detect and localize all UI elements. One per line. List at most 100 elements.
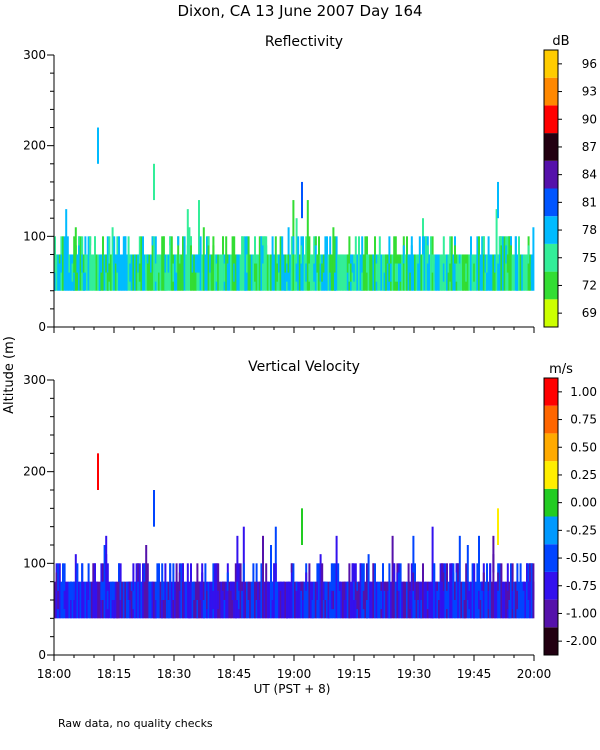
echo-column — [68, 581, 71, 619]
colorbar-swatch — [544, 627, 558, 655]
echo-fleck — [137, 254, 140, 273]
echo-column — [310, 581, 312, 619]
echo-fleck — [449, 263, 452, 282]
echo-column — [124, 236, 127, 291]
echo-column — [289, 254, 292, 291]
echo-column — [129, 581, 132, 619]
echo-column — [177, 581, 180, 619]
echo-column — [140, 236, 143, 291]
echo-fleck — [305, 572, 308, 591]
echo-column — [68, 254, 71, 291]
echo-column — [207, 236, 210, 291]
echo-column — [502, 581, 504, 619]
echo-column — [287, 581, 290, 619]
echo-fleck — [338, 581, 341, 591]
colorbar-swatch — [544, 461, 558, 489]
echo-fleck — [73, 581, 76, 600]
echo-fleck — [154, 600, 157, 619]
echo-column — [169, 236, 172, 291]
echo-column — [209, 581, 212, 619]
echo-fleck — [327, 600, 330, 619]
echo-fleck — [372, 254, 375, 264]
echo-fleck — [247, 581, 250, 600]
echo-column — [79, 581, 82, 619]
echo-fleck — [167, 600, 170, 619]
echo-fleck — [527, 581, 530, 600]
echo-column — [186, 563, 189, 619]
echo-fleck — [514, 581, 517, 591]
echo-column — [382, 563, 384, 619]
echo-column — [418, 581, 421, 619]
echo-column — [249, 581, 252, 619]
echo-fleck — [241, 581, 244, 591]
echo-fleck — [102, 581, 104, 600]
colorbar-tick-label: -0.75 — [566, 579, 597, 593]
colorbar-tick-label: -2.00 — [566, 634, 597, 648]
colorbar-swatch — [544, 378, 558, 406]
echo-column — [137, 563, 140, 619]
echo-column — [425, 581, 428, 619]
echo-fleck — [87, 263, 90, 282]
echo-column — [404, 254, 407, 291]
echo-column — [190, 236, 192, 291]
echo-column — [298, 254, 301, 291]
echo-fleck — [335, 590, 338, 610]
echo-column — [140, 581, 143, 619]
echo-column — [482, 236, 485, 291]
echo-fleck — [311, 254, 314, 264]
echo-fleck — [118, 254, 120, 273]
echo-column — [193, 581, 196, 619]
echo-column — [338, 581, 341, 619]
colorbar-swatch — [544, 105, 558, 134]
echo-column — [252, 254, 255, 291]
echo-column — [62, 563, 64, 619]
echo-fleck — [319, 590, 322, 610]
echo-fleck — [273, 563, 276, 582]
echo-fleck — [366, 254, 368, 273]
echo-column — [497, 254, 500, 291]
echo-fleck — [361, 272, 364, 291]
echo-fleck — [498, 236, 501, 255]
echo-fleck — [119, 581, 122, 600]
echo-column — [322, 581, 325, 619]
echo-column — [65, 209, 68, 291]
echo-column — [372, 254, 375, 291]
echo-column — [156, 563, 159, 619]
echo-column — [194, 254, 197, 291]
echo-column — [511, 254, 514, 291]
echo-column — [231, 581, 234, 619]
echo-fleck — [145, 254, 148, 273]
echo-column — [225, 581, 228, 619]
echo-column — [401, 254, 404, 291]
echo-fleck — [129, 581, 132, 600]
echo-column — [254, 581, 256, 619]
colorbar-tick-label: 0.00 — [570, 496, 597, 510]
echo-fleck — [388, 600, 391, 619]
echo-column — [337, 563, 340, 619]
echo-column — [193, 254, 196, 291]
echo-column — [481, 236, 484, 291]
echo-column — [86, 254, 88, 291]
echo-column — [326, 581, 328, 619]
echo-fleck — [116, 600, 119, 619]
echo-fleck — [353, 263, 356, 282]
echo-column — [207, 581, 210, 619]
echo-column — [460, 581, 463, 619]
echo-column — [110, 254, 112, 291]
echo-column — [234, 563, 237, 619]
echo-column — [239, 563, 242, 619]
echo-column — [505, 581, 508, 619]
echo-fleck — [316, 254, 319, 273]
echo-column — [132, 254, 135, 291]
echo-column — [481, 581, 484, 619]
echo-fleck — [257, 590, 260, 610]
reflectivity-title: Reflectivity — [265, 34, 343, 50]
echo-column — [500, 236, 503, 291]
y-tick-label: 0 — [38, 648, 46, 662]
echo-column — [359, 563, 362, 619]
colorbar-unit: dB — [552, 34, 569, 49]
echo-column — [417, 254, 420, 291]
echo-column — [348, 563, 351, 619]
colorbar-tick-label: 0.50 — [570, 440, 597, 454]
echo-column — [337, 254, 340, 291]
